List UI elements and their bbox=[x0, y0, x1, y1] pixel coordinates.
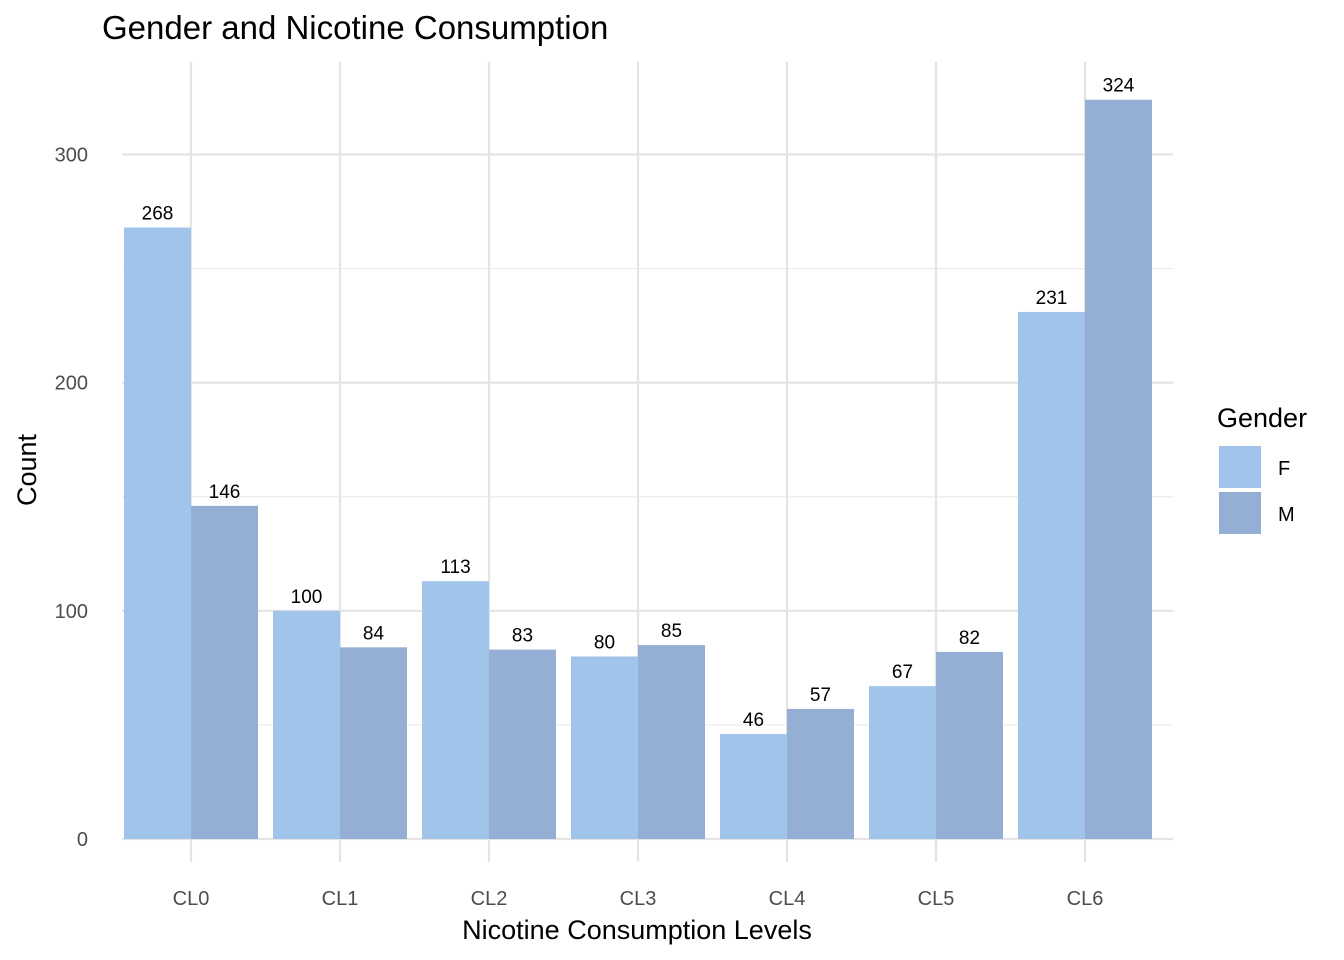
legend-label: M bbox=[1278, 504, 1295, 526]
x-tick-label: CL1 bbox=[322, 888, 359, 910]
data-label: 80 bbox=[594, 632, 615, 653]
chart-title: Gender and Nicotine Consumption bbox=[102, 9, 608, 46]
legend-key-F bbox=[1219, 446, 1261, 488]
x-tick-label: CL6 bbox=[1067, 888, 1104, 910]
data-label: 67 bbox=[892, 662, 913, 683]
data-label: 46 bbox=[743, 710, 764, 731]
bar-M-CL4 bbox=[787, 708, 854, 839]
data-label: 83 bbox=[512, 626, 533, 647]
data-label: 82 bbox=[959, 628, 980, 649]
bar-M-CL3 bbox=[638, 645, 705, 839]
data-label: 113 bbox=[440, 557, 470, 578]
x-tick-label: CL3 bbox=[620, 888, 657, 910]
x-axis: CL0 CL1 CL2 CL3 CL4 CL5 CL6 bbox=[173, 888, 1104, 910]
bar-F-CL1 bbox=[273, 610, 340, 839]
y-tick-label: 100 bbox=[55, 601, 88, 623]
bar-F-CL0 bbox=[124, 227, 191, 840]
y-tick-label: 0 bbox=[77, 829, 88, 851]
bar-M-CL5 bbox=[936, 651, 1003, 839]
data-label: 146 bbox=[209, 482, 241, 503]
y-tick-label: 300 bbox=[55, 145, 88, 167]
data-label: 57 bbox=[810, 685, 831, 706]
x-tick-label: CL0 bbox=[173, 888, 210, 910]
x-tick-label: CL4 bbox=[769, 888, 806, 910]
bar-F-CL5 bbox=[869, 686, 936, 839]
bar-F-CL3 bbox=[571, 656, 638, 839]
legend-key-M bbox=[1219, 492, 1261, 534]
legend: Gender F M bbox=[1217, 403, 1307, 534]
data-label: 84 bbox=[363, 623, 385, 644]
data-label: 85 bbox=[661, 621, 682, 642]
legend-label: F bbox=[1278, 458, 1290, 480]
data-label: 231 bbox=[1036, 288, 1068, 309]
y-axis: 0 100 200 300 bbox=[55, 145, 88, 852]
y-axis-title: Count bbox=[12, 433, 42, 506]
bar-F-CL6 bbox=[1018, 311, 1085, 839]
bar-F-CL4 bbox=[720, 734, 787, 839]
bar-M-CL1 bbox=[340, 647, 407, 839]
x-tick-label: CL2 bbox=[471, 888, 508, 910]
x-tick-label: CL5 bbox=[918, 888, 955, 910]
bars bbox=[124, 99, 1152, 840]
data-label: 268 bbox=[142, 204, 174, 225]
bar-M-CL0 bbox=[191, 505, 258, 839]
y-tick-label: 200 bbox=[55, 373, 88, 395]
x-axis-title: Nicotine Consumption Levels bbox=[462, 915, 812, 945]
bar-M-CL2 bbox=[489, 649, 556, 839]
legend-title: Gender bbox=[1217, 403, 1307, 433]
data-labels: 268 100 113 80 46 67 231 146 84 83 85 57 82 324 bbox=[142, 76, 1135, 731]
bar-M-CL6 bbox=[1085, 99, 1152, 840]
data-label: 324 bbox=[1103, 76, 1135, 97]
bar-F-CL2 bbox=[422, 581, 489, 839]
data-label: 100 bbox=[291, 587, 323, 608]
